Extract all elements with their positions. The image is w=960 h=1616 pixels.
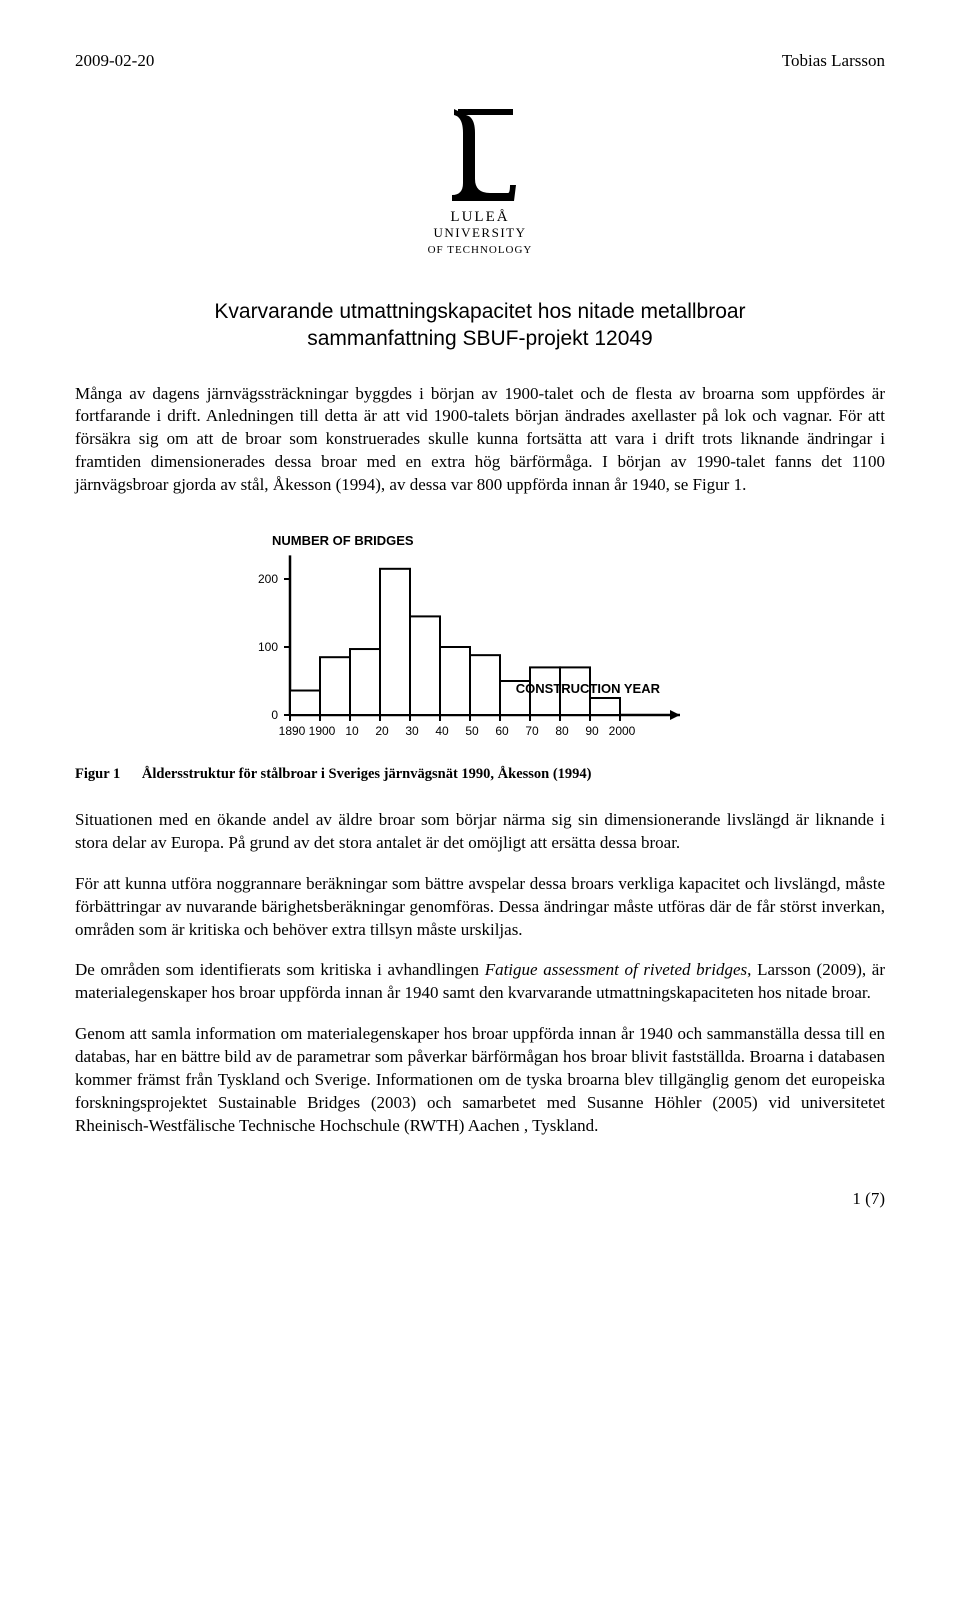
svg-text:0: 0 bbox=[271, 708, 278, 722]
svg-text:90: 90 bbox=[585, 724, 599, 738]
svg-text:40: 40 bbox=[435, 724, 449, 738]
paragraph-3: För att kunna utföra noggrannare beräkni… bbox=[75, 873, 885, 942]
figure-label: Figur 1 bbox=[75, 765, 120, 785]
svg-text:1890: 1890 bbox=[279, 724, 306, 738]
page-number: 1 (7) bbox=[75, 1188, 885, 1211]
figure-1-caption: Figur 1 Åldersstruktur för stålbroar i S… bbox=[75, 765, 885, 785]
svg-text:10: 10 bbox=[345, 724, 359, 738]
svg-text:50: 50 bbox=[465, 724, 479, 738]
svg-text:30: 30 bbox=[405, 724, 419, 738]
svg-text:80: 80 bbox=[555, 724, 569, 738]
paragraph-5: Genom att samla information om materiale… bbox=[75, 1023, 885, 1138]
document-title: Kvarvarande utmattningskapacitet hos nit… bbox=[75, 298, 885, 353]
bridge-age-chart: NUMBER OF BRIDGES 0 100 200 18901900 10 20 30 40… bbox=[75, 515, 885, 755]
svg-text:NUMBER OF BRIDGES: NUMBER OF BRIDGES bbox=[272, 533, 414, 548]
paragraph-1: Många av dagens järnvägssträckningar byg… bbox=[75, 383, 885, 498]
svg-text:200: 200 bbox=[258, 572, 278, 586]
paragraph-4: De områden som identifierats som kritisk… bbox=[75, 959, 885, 1005]
svg-text:60: 60 bbox=[495, 724, 509, 738]
title-line-2: sammanfattning SBUF-projekt 12049 bbox=[75, 325, 885, 352]
header-date: 2009-02-20 bbox=[75, 50, 154, 73]
figure-text: Åldersstruktur för stålbroar i Sveriges … bbox=[142, 766, 592, 782]
svg-text:CONSTRUCTION YEAR: CONSTRUCTION YEAR bbox=[516, 681, 661, 696]
svg-text:1900: 1900 bbox=[309, 724, 336, 738]
paragraph-2: Situationen med en ökande andel av äldre… bbox=[75, 809, 885, 855]
svg-text:2000: 2000 bbox=[609, 724, 636, 738]
header-author: Tobias Larsson bbox=[782, 50, 885, 73]
logo-line1: LULEÅ bbox=[450, 209, 509, 225]
para4-italic: Fatigue assessment of riveted bridges bbox=[485, 960, 747, 979]
university-logo: LULEÅ UNIVERSITY OF TECHNOLOGY bbox=[75, 103, 885, 258]
svg-text:100: 100 bbox=[258, 640, 278, 654]
para4-a: De områden som identifierats som kritisk… bbox=[75, 960, 485, 979]
svg-text:20: 20 bbox=[375, 724, 389, 738]
svg-text:70: 70 bbox=[525, 724, 539, 738]
logo-line2: UNIVERSITY bbox=[434, 225, 527, 240]
page-header: 2009-02-20 Tobias Larsson bbox=[75, 50, 885, 73]
logo-line3: OF TECHNOLOGY bbox=[428, 244, 533, 256]
title-line-1: Kvarvarande utmattningskapacitet hos nit… bbox=[75, 298, 885, 325]
